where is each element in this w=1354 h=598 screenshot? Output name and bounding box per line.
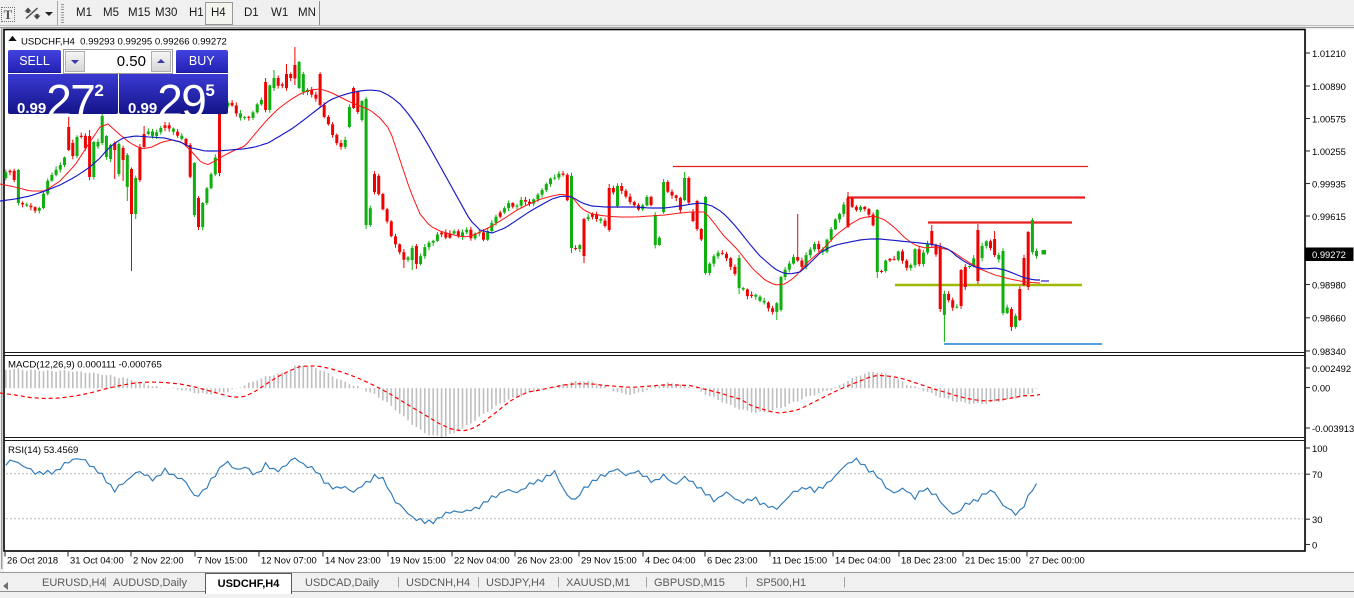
svg-text:14 Nov 23:00: 14 Nov 23:00 xyxy=(325,555,381,566)
svg-text:11 Dec 15:00: 11 Dec 15:00 xyxy=(772,555,827,566)
svg-text:0.99935: 0.99935 xyxy=(1312,178,1346,189)
svg-text:0.00: 0.00 xyxy=(1312,382,1330,393)
svg-text:26 Nov 23:00: 26 Nov 23:00 xyxy=(517,555,573,566)
svg-text:12 Nov 07:00: 12 Nov 07:00 xyxy=(261,555,317,566)
svg-text:14 Dec 04:00: 14 Dec 04:00 xyxy=(835,555,891,566)
svg-text:0.99272: 0.99272 xyxy=(1312,249,1346,260)
svg-text:4 Dec 04:00: 4 Dec 04:00 xyxy=(645,555,696,566)
svg-text:0: 0 xyxy=(1312,539,1317,550)
svg-text:100: 100 xyxy=(1312,443,1328,454)
svg-text:0.98660: 0.98660 xyxy=(1312,313,1346,324)
svg-text:30: 30 xyxy=(1312,514,1322,525)
svg-text:0.002492: 0.002492 xyxy=(1312,363,1351,374)
svg-text:21 Dec 15:00: 21 Dec 15:00 xyxy=(965,555,1021,566)
svg-text:0.99615: 0.99615 xyxy=(1312,211,1346,222)
svg-text:USDCHF,H4 0.99293 0.99295 0.9: USDCHF,H4 0.99293 0.99295 0.99266 0.9927… xyxy=(21,37,227,48)
svg-text:1.00890: 1.00890 xyxy=(1312,81,1346,92)
svg-text:MACD(12,26,9) 0.000111 -0.0007: MACD(12,26,9) 0.000111 -0.000765 xyxy=(8,360,162,371)
svg-text:0.98340: 0.98340 xyxy=(1312,346,1346,357)
svg-text:0.98980: 0.98980 xyxy=(1312,279,1346,290)
svg-text:7 Nov 15:00: 7 Nov 15:00 xyxy=(197,555,248,566)
svg-text:1.00255: 1.00255 xyxy=(1312,146,1346,157)
svg-text:-0.003913: -0.003913 xyxy=(1312,423,1354,434)
svg-text:1.01210: 1.01210 xyxy=(1312,48,1346,59)
svg-text:1.00575: 1.00575 xyxy=(1312,113,1346,124)
svg-text:2 Nov 22:00: 2 Nov 22:00 xyxy=(133,555,184,566)
svg-text:6 Dec 23:00: 6 Dec 23:00 xyxy=(707,555,758,566)
svg-text:19 Nov 15:00: 19 Nov 15:00 xyxy=(390,555,446,566)
svg-text:70: 70 xyxy=(1312,469,1322,480)
svg-text:RSI(14) 53.4569: RSI(14) 53.4569 xyxy=(8,445,78,456)
svg-text:22 Nov 04:00: 22 Nov 04:00 xyxy=(454,555,510,566)
svg-text:31 Oct 04:00: 31 Oct 04:00 xyxy=(70,555,124,566)
svg-text:26 Oct 2018: 26 Oct 2018 xyxy=(7,555,58,566)
svg-text:27 Dec 00:00: 27 Dec 00:00 xyxy=(1029,555,1085,566)
svg-text:18 Dec 23:00: 18 Dec 23:00 xyxy=(901,555,957,566)
svg-text:29 Nov 15:00: 29 Nov 15:00 xyxy=(581,555,637,566)
